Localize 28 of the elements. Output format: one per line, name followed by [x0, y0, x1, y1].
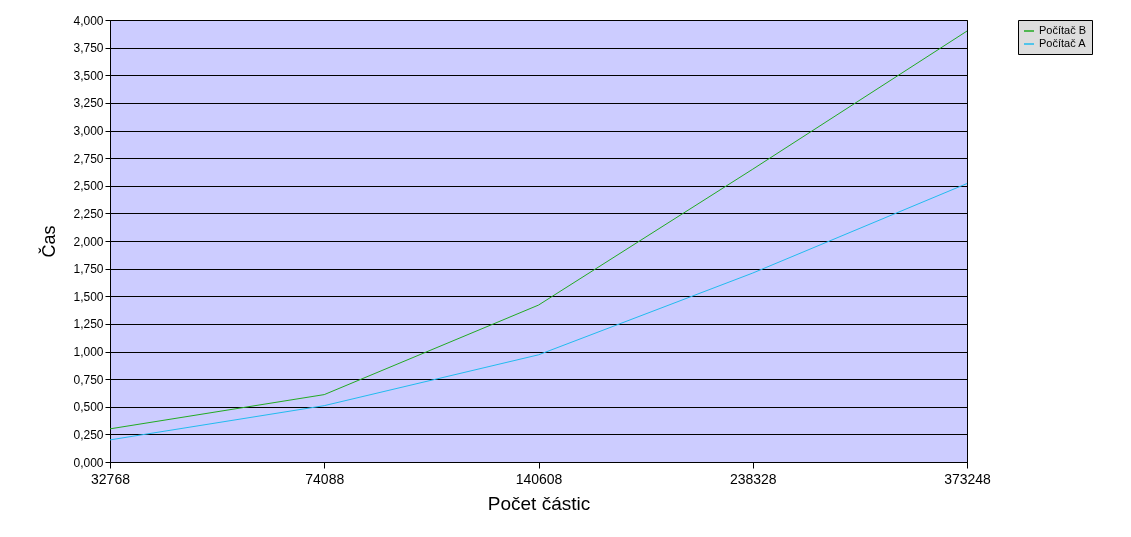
x-tick-label: 32768 [91, 470, 131, 487]
y-tick-label: 3,500 [73, 68, 104, 83]
y-tick-label: 2,750 [73, 151, 104, 166]
y-tick-label: 2,250 [73, 206, 104, 221]
y-tick-label: 3,000 [73, 124, 104, 138]
x-tick-label: 74088 [305, 470, 345, 487]
y-tick-label: 3,250 [73, 96, 104, 111]
y-tick-label: 0,500 [73, 400, 104, 415]
y-tick-label: 2,000 [73, 234, 104, 249]
y-tick-label: 0,000 [73, 455, 104, 470]
y-tick-label: 2,500 [73, 179, 104, 194]
line-series [109, 183, 968, 441]
y-tick-label: 1,750 [73, 262, 104, 277]
y-axis-title: Čas [38, 225, 60, 258]
x-tick-label: 238328 [729, 470, 777, 487]
y-tick-label: 1,000 [73, 345, 104, 359]
y-tick-label: 3,750 [73, 41, 104, 56]
y-tick-label: 0,250 [73, 427, 104, 442]
line-series [109, 30, 968, 430]
x-tick-label: 373248 [944, 470, 992, 487]
y-tick-label: 0,750 [73, 372, 104, 387]
legend-label: Počítač B [1039, 24, 1087, 36]
y-tick-label: 1,250 [73, 317, 104, 332]
y-tick-label: 1,500 [73, 289, 104, 304]
y-tick-label: 4,000 [73, 13, 104, 28]
x-tick-label: 140608 [515, 470, 563, 487]
legend-label: Počítač A [1039, 37, 1087, 49]
x-axis-title: Počet částic [487, 492, 591, 514]
